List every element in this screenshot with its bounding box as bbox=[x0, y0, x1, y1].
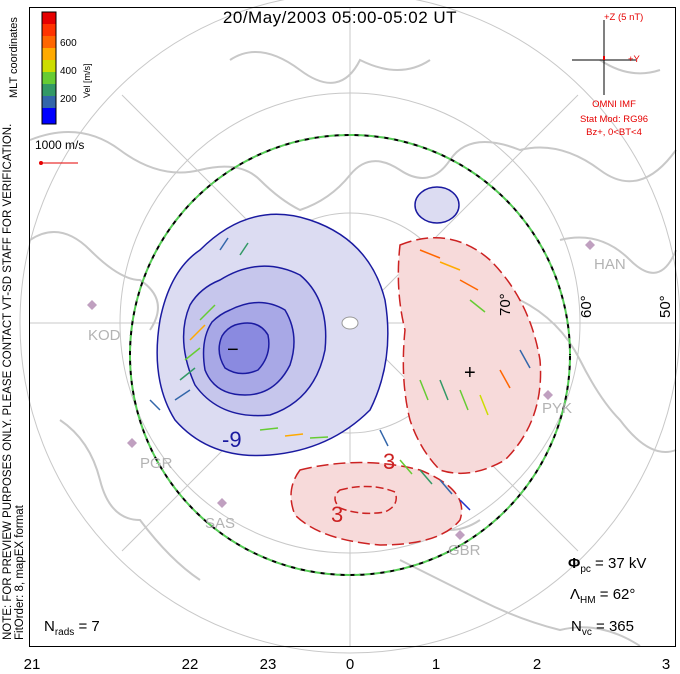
map-title: 20/May/2003 05:00-05:02 UT bbox=[222, 8, 458, 27]
station-pgr: PGR bbox=[140, 455, 173, 472]
station-markers bbox=[87, 240, 595, 540]
velocity-vectors bbox=[149, 237, 531, 511]
station-gbr: GBR bbox=[448, 542, 481, 559]
mlt-label-3: 3 bbox=[661, 656, 671, 673]
stat-phi-sub: pc bbox=[580, 564, 591, 575]
positive-cell-outer bbox=[397, 236, 542, 475]
velocity-scale-label: 1000 m/s bbox=[35, 138, 85, 152]
stat-lambda-sub: HM bbox=[580, 595, 596, 606]
mlt-label-21: 21 bbox=[23, 656, 41, 673]
imf-condition: Bz+, 0<BT<4 bbox=[586, 127, 642, 138]
velocity-scale-arrow bbox=[39, 161, 78, 165]
stat-nvc-value: = 365 bbox=[596, 618, 634, 635]
colorbar-tick-200: 200 bbox=[60, 94, 77, 105]
station-sas: SAS bbox=[205, 515, 236, 532]
station-kod: KOD bbox=[88, 327, 121, 344]
preview-note: NOTE: FOR PREVIEW PURPOSES ONLY. PLEASE … bbox=[2, 124, 26, 640]
mlt-label-22: 22 bbox=[181, 656, 199, 673]
stat-nvc: Nvc = 365 bbox=[571, 618, 634, 638]
imf-dial bbox=[572, 20, 636, 95]
dusk-potential-minimum: − bbox=[227, 339, 239, 361]
stat-nrads-symbol: N bbox=[44, 618, 55, 635]
mlt-label-0: 0 bbox=[345, 656, 355, 673]
contour-label-negative: -9 bbox=[222, 427, 242, 452]
colorbar-tick-400: 400 bbox=[60, 66, 77, 77]
contour-label-positive-1: 3 bbox=[383, 449, 396, 474]
stat-nrads: Nrads = 7 bbox=[44, 618, 100, 638]
stat-phi-value: = 37 kV bbox=[595, 555, 647, 572]
dawn-potential-maximum: + bbox=[464, 362, 476, 384]
positive-cell-lower bbox=[290, 461, 463, 546]
stat-nrads-sub: rads bbox=[54, 627, 75, 638]
colorbar-title: Vel [m/s] bbox=[82, 63, 92, 98]
lat-label-50: 50° bbox=[657, 295, 674, 318]
stat-nvc-sub: vc bbox=[581, 627, 592, 638]
station-han: HAN bbox=[594, 256, 626, 273]
imf-stat-mod: Stat Mod: RG96 bbox=[579, 114, 649, 125]
stat-nrads-value: = 7 bbox=[78, 618, 100, 635]
map-frame bbox=[29, 7, 676, 647]
stat-nvc-symbol: N bbox=[571, 618, 582, 635]
stat-lambda-hm: ΛHM = 62° bbox=[570, 586, 635, 606]
station-pyk: PYK bbox=[542, 400, 573, 417]
imf-z-label: +Z (5 nT) bbox=[604, 12, 644, 23]
mlt-label-23: 23 bbox=[259, 656, 277, 673]
imf-y-label: +Y bbox=[628, 54, 640, 65]
preview-note-line2: FitOrder: 8, mapEX format bbox=[14, 505, 26, 640]
stat-lambda-symbol: Λ bbox=[570, 586, 581, 603]
small-negative-cell bbox=[414, 186, 460, 224]
stat-lambda-value: = 62° bbox=[599, 586, 636, 603]
contour-label-positive-2: 3 bbox=[331, 502, 344, 527]
positive-cell-lower-inner bbox=[334, 485, 397, 515]
colorbar-tick-600: 600 bbox=[60, 38, 77, 49]
negative-cell-core bbox=[218, 322, 270, 375]
preview-note-line1: NOTE: FOR PREVIEW PURPOSES ONLY. PLEASE … bbox=[2, 123, 14, 640]
pole-marker bbox=[341, 316, 359, 330]
imf-source: OMNI IMF bbox=[592, 99, 636, 110]
stat-phi-symbol: Φ bbox=[568, 555, 581, 572]
mlt-label-2: 2 bbox=[532, 656, 542, 673]
colorbar bbox=[41, 11, 57, 125]
stat-phi-pc: Φpc = 37 kV bbox=[568, 555, 646, 575]
lat-label-70: 70° bbox=[497, 293, 514, 316]
heppner-maynard-boundary-color bbox=[129, 134, 571, 576]
lat-label-60: 60° bbox=[578, 295, 595, 318]
mlt-label-1: 1 bbox=[431, 656, 441, 673]
coordinate-label: MLT coordinates bbox=[8, 17, 20, 98]
